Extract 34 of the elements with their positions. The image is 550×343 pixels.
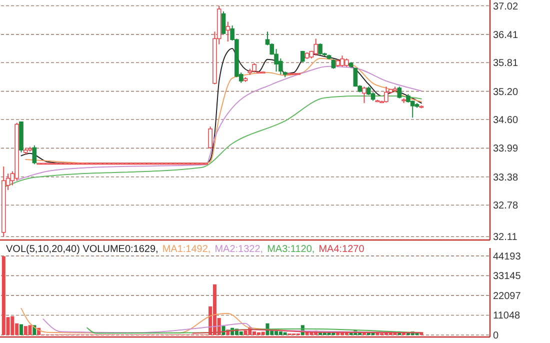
line-series [3, 96, 422, 188]
y-tick-label: 33.38 [493, 172, 518, 184]
y-tick-label: 33145 [493, 271, 522, 282]
y-tick-label: 32.78 [493, 200, 518, 212]
chart-title: VOL(5,10,20,40) VOLUME0:1629, [6, 244, 158, 255]
y-tick-label: 44193 [493, 251, 522, 262]
y-tick-label: 32.11 [493, 232, 518, 244]
y-tick-label: 22097 [493, 290, 522, 302]
bar [283, 332, 287, 335]
candlestick [226, 21, 230, 42]
y-tick-label: 37.02 [493, 1, 518, 12]
y-tick-label: 33.99 [493, 144, 518, 155]
bar [19, 324, 23, 335]
candlestick [32, 144, 37, 165]
candlestick [221, 10, 226, 34]
text: MA2:1322, [214, 244, 264, 255]
bar [239, 331, 243, 335]
text: MA4:1270 [318, 244, 365, 255]
y-tick-label: 35.20 [493, 86, 518, 98]
text: MA3:1120, [267, 244, 315, 255]
candlestick [362, 86, 366, 104]
candlestick [314, 38, 318, 56]
y-tick-label: 0 [493, 330, 499, 342]
bar [28, 325, 32, 335]
y-tick-label: 35.81 [493, 58, 518, 70]
candlestick [331, 58, 336, 70]
y-tick-label: 34.60 [493, 115, 518, 126]
text: MA1:1492, [162, 244, 211, 255]
candlestick [397, 86, 402, 99]
y-tick-label: 11048 [493, 310, 521, 322]
line-series [16, 66, 422, 181]
y-tick-label: 36.41 [493, 30, 518, 41]
bar [10, 316, 14, 335]
candlestick [208, 126, 212, 150]
